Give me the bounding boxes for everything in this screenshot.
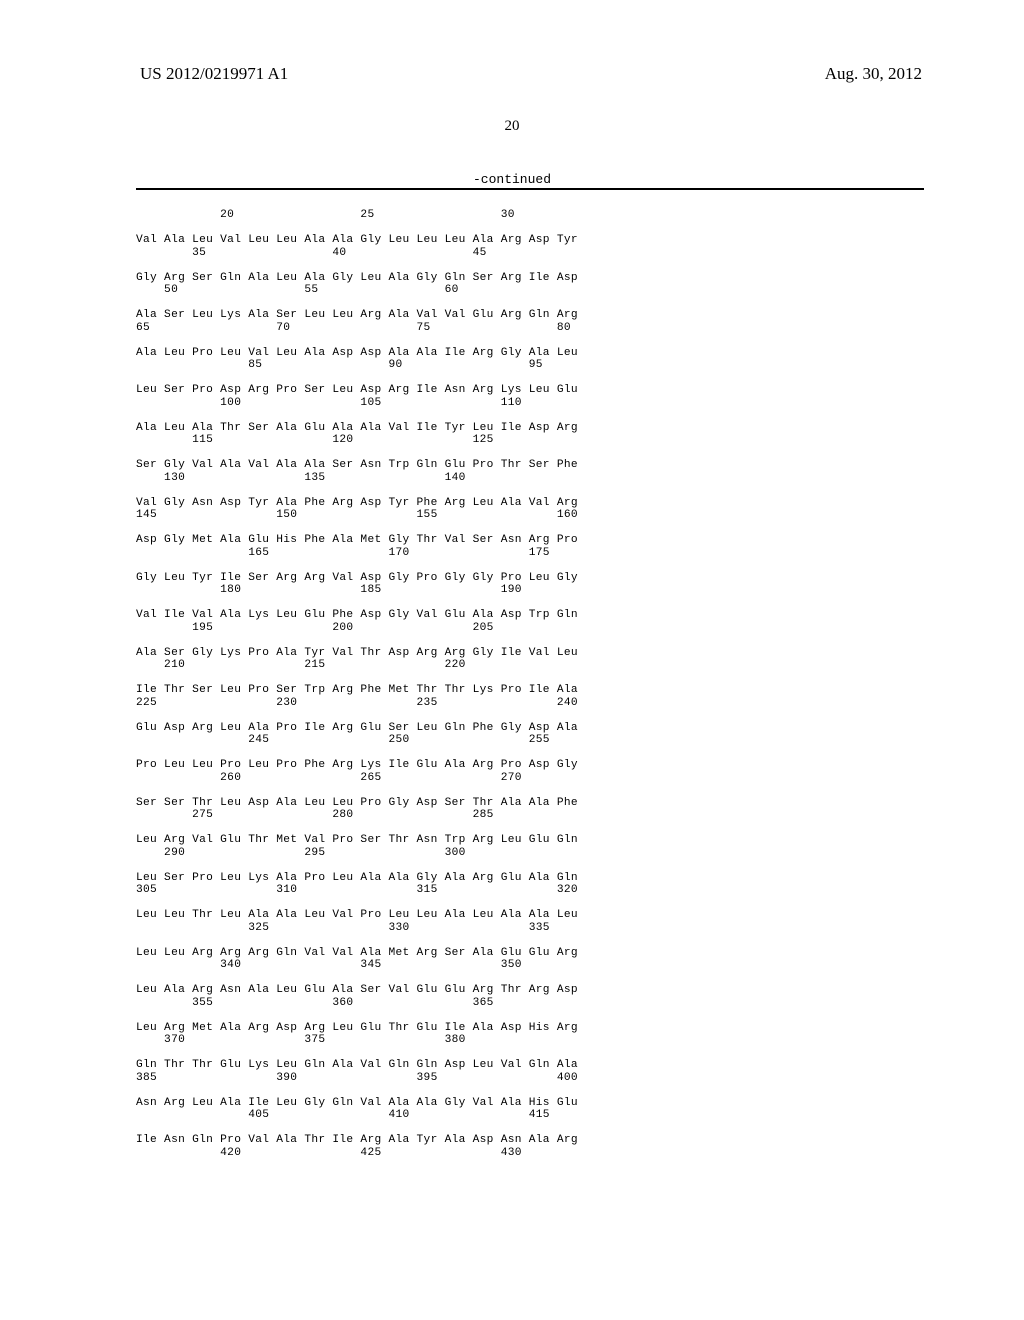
continued-label: -continued — [0, 172, 1024, 187]
publication-number: US 2012/0219971 A1 — [140, 64, 288, 84]
sequence-listing: 20 25 30 Val Ala Leu Val Leu Leu Ala Ala… — [136, 209, 578, 1159]
publication-date: Aug. 30, 2012 — [825, 64, 922, 84]
divider-top — [136, 188, 924, 190]
page-number: 20 — [0, 118, 1024, 135]
page-root: US 2012/0219971 A1 Aug. 30, 2012 20 -con… — [0, 0, 1024, 1320]
